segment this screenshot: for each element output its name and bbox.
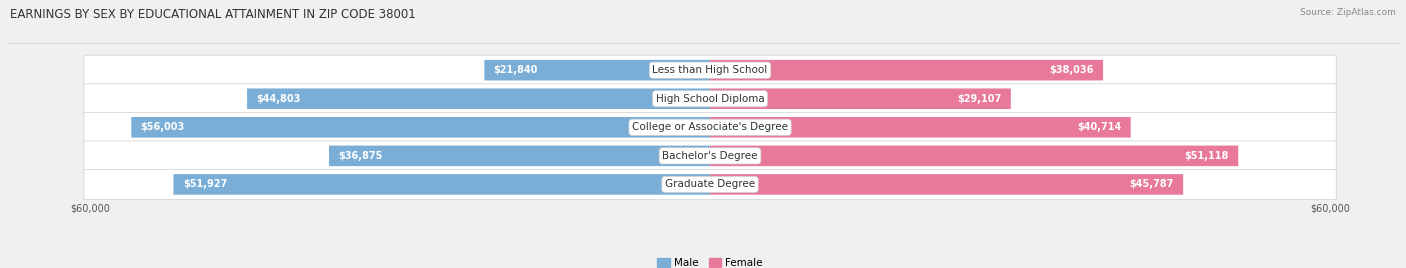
FancyBboxPatch shape bbox=[84, 84, 1336, 114]
Text: Less than High School: Less than High School bbox=[652, 65, 768, 75]
FancyBboxPatch shape bbox=[710, 60, 1104, 80]
FancyBboxPatch shape bbox=[247, 88, 710, 109]
FancyBboxPatch shape bbox=[84, 169, 1336, 199]
FancyBboxPatch shape bbox=[710, 117, 1130, 137]
FancyBboxPatch shape bbox=[131, 117, 710, 137]
Text: $38,036: $38,036 bbox=[1049, 65, 1094, 75]
FancyBboxPatch shape bbox=[710, 88, 1011, 109]
Text: $36,875: $36,875 bbox=[339, 151, 382, 161]
Text: $29,107: $29,107 bbox=[957, 94, 1001, 104]
Text: High School Diploma: High School Diploma bbox=[655, 94, 765, 104]
FancyBboxPatch shape bbox=[710, 146, 1239, 166]
Text: $21,840: $21,840 bbox=[494, 65, 538, 75]
Text: $51,927: $51,927 bbox=[183, 180, 226, 189]
Legend: Male, Female: Male, Female bbox=[652, 254, 768, 268]
FancyBboxPatch shape bbox=[84, 141, 1336, 171]
FancyBboxPatch shape bbox=[484, 60, 710, 80]
FancyBboxPatch shape bbox=[84, 112, 1336, 142]
Text: Bachelor's Degree: Bachelor's Degree bbox=[662, 151, 758, 161]
FancyBboxPatch shape bbox=[173, 174, 710, 195]
Text: $40,714: $40,714 bbox=[1077, 122, 1122, 132]
FancyBboxPatch shape bbox=[710, 174, 1182, 195]
FancyBboxPatch shape bbox=[84, 55, 1336, 85]
FancyBboxPatch shape bbox=[329, 146, 710, 166]
Text: $44,803: $44,803 bbox=[256, 94, 301, 104]
Text: College or Associate's Degree: College or Associate's Degree bbox=[633, 122, 787, 132]
Text: EARNINGS BY SEX BY EDUCATIONAL ATTAINMENT IN ZIP CODE 38001: EARNINGS BY SEX BY EDUCATIONAL ATTAINMEN… bbox=[10, 8, 416, 21]
Text: Graduate Degree: Graduate Degree bbox=[665, 180, 755, 189]
Text: Source: ZipAtlas.com: Source: ZipAtlas.com bbox=[1301, 8, 1396, 17]
Text: $51,118: $51,118 bbox=[1185, 151, 1229, 161]
Text: $45,787: $45,787 bbox=[1129, 180, 1174, 189]
Text: $56,003: $56,003 bbox=[141, 122, 186, 132]
